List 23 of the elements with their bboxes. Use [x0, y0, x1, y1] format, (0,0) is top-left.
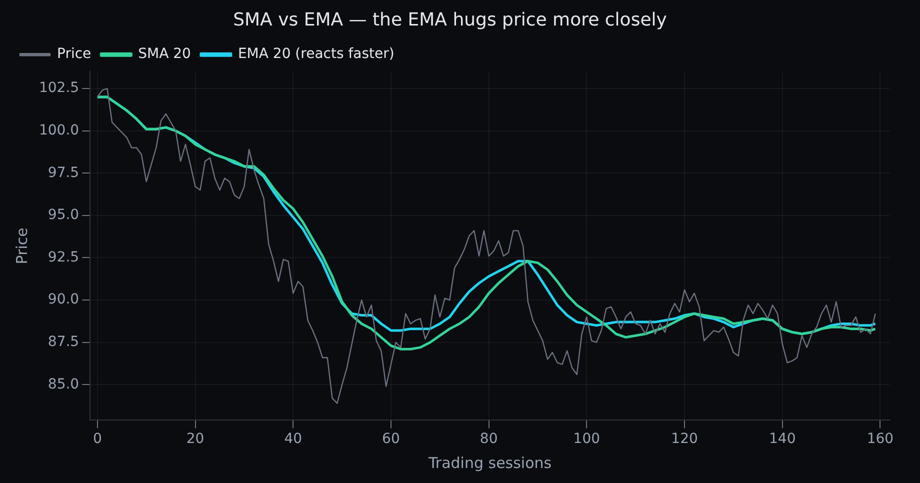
y-tick-label: 87.5 [48, 334, 80, 350]
x-tick-label: 0 [92, 431, 102, 448]
legend-label: SMA 20 [138, 46, 191, 62]
x-tick-label: 60 [382, 431, 400, 448]
chart-title: SMA vs EMA — the EMA hugs price more closely [233, 9, 668, 30]
x-tick-label: 160 [866, 431, 894, 448]
legend-label: EMA 20 (reacts faster) [238, 46, 394, 62]
y-tick-label: 95.0 [48, 207, 80, 224]
y-tick-label: 90.0 [48, 292, 80, 308]
y-tick-label: 97.5 [48, 164, 80, 181]
x-tick-label: 100 [573, 431, 600, 448]
y-tick-label: 85.0 [48, 376, 80, 392]
x-tick-label: 40 [284, 431, 302, 448]
x-tick-label: 20 [186, 431, 204, 448]
x-axis-title: Trading sessions [427, 454, 552, 472]
y-tick-label: 100.0 [38, 122, 80, 138]
legend-label: Price [57, 46, 92, 62]
x-tick-label: 80 [480, 431, 498, 448]
x-tick-label: 120 [671, 431, 698, 448]
y-axis-title: Price [12, 228, 31, 264]
x-tick-label: 140 [769, 431, 796, 448]
y-tick-label: 92.5 [48, 249, 80, 266]
y-tick-label: 102.5 [38, 80, 80, 96]
